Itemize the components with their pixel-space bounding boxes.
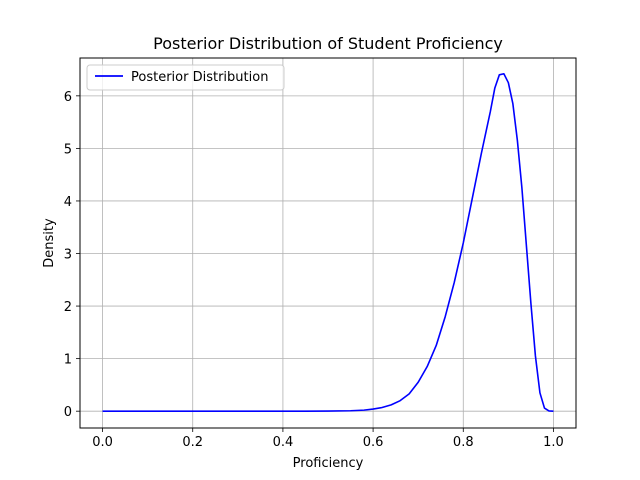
legend-box xyxy=(86,64,285,91)
y-tick-label: 0 xyxy=(64,405,72,420)
x-tick-label: 0.4 xyxy=(273,435,294,450)
x-tick-label: 1.0 xyxy=(543,435,564,450)
x-axis-title: Proficiency xyxy=(293,456,364,471)
plot-frame xyxy=(79,57,577,429)
x-tick-label: 0.2 xyxy=(182,435,203,450)
y-tick-label: 4 xyxy=(64,195,72,210)
series-layer xyxy=(102,72,554,412)
series-line-posterior xyxy=(102,72,554,412)
y-tick-label: 1 xyxy=(64,353,72,368)
x-tick-label: 0.8 xyxy=(453,435,474,450)
x-tick-label: 0.0 xyxy=(92,435,113,450)
y-tick-label: 2 xyxy=(64,300,72,315)
ticks: 0.0 0.2 0.4 0.6 0.8 1.0 0 1 2 3 4 5 6 xyxy=(64,90,564,450)
y-tick-label: 5 xyxy=(64,142,72,157)
y-tick-label: 6 xyxy=(64,90,72,105)
y-axis-title: Density xyxy=(42,218,57,268)
y-tick-label: 3 xyxy=(64,248,72,263)
chart-title: Posterior Distribution of Student Profic… xyxy=(153,34,503,53)
grid xyxy=(80,58,576,428)
legend: Posterior Distribution xyxy=(86,64,285,91)
x-tick-label: 0.6 xyxy=(363,435,384,450)
legend-label: Posterior Distribution xyxy=(131,70,268,85)
